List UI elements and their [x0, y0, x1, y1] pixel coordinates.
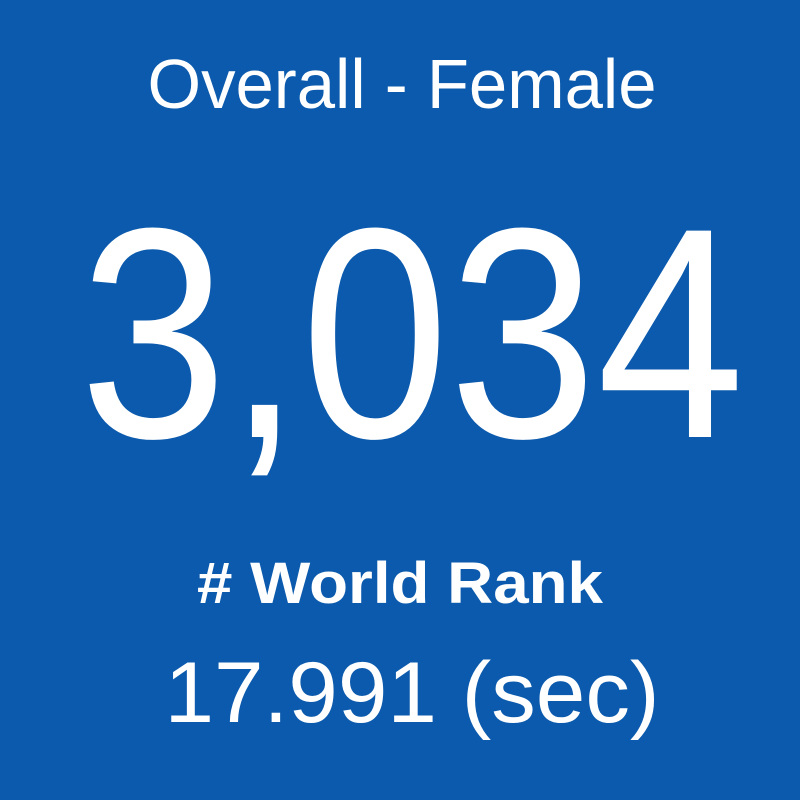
- tile-title: Overall - Female: [148, 45, 657, 123]
- time-value: 17.991 (sec): [165, 645, 660, 741]
- rank-label: # World Rank: [197, 551, 604, 616]
- rank-value: 3,034: [80, 165, 745, 501]
